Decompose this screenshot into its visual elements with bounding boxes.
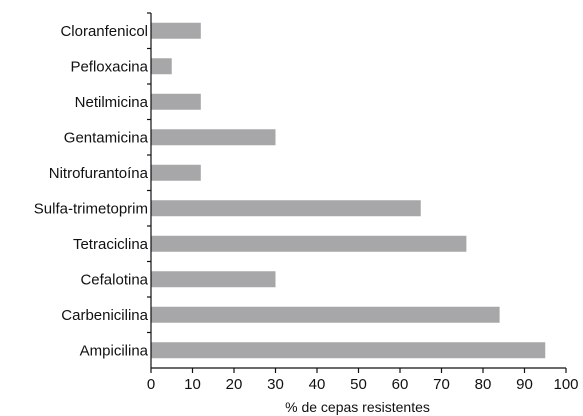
x-tick-label: 90 <box>516 376 533 393</box>
bar-cefalotina <box>151 271 276 288</box>
y-tick-marks <box>147 12 151 334</box>
x-tick-label: 80 <box>475 376 492 393</box>
category-label-cefalotina: Cefalotina <box>80 271 148 288</box>
category-label-sulfa-trimetoprim: Sulfa-trimetoprim <box>34 200 148 217</box>
category-label-gentamicina: Gentamicina <box>64 129 149 146</box>
bar-netilmicina <box>151 93 201 110</box>
x-tick-label: 70 <box>433 376 450 393</box>
category-label-ampicilina: Ampicilina <box>80 342 149 359</box>
x-axis-title: % de cepas resistentes <box>285 399 430 415</box>
bar-sulfa-trimetoprim <box>151 200 421 217</box>
bar-ampicilina <box>151 342 546 359</box>
x-tick-label: 60 <box>392 376 409 393</box>
x-tick-label: 50 <box>350 376 367 393</box>
bar-carbenicilina <box>151 306 500 323</box>
category-label-carbenicilina: Carbenicilina <box>61 307 148 324</box>
bar-tetraciclina <box>151 235 467 252</box>
bar-cloranfenicol <box>151 22 201 39</box>
x-tick-label: 20 <box>226 376 243 393</box>
category-labels: Cloranfenicol Pefloxacina Netilmicina Genta… <box>34 23 149 360</box>
x-tick-label: 10 <box>184 376 201 393</box>
category-label-pefloxacina: Pefloxacina <box>70 58 148 75</box>
category-label-cloranfenicol: Cloranfenicol <box>60 23 148 40</box>
bars-group <box>151 22 546 359</box>
bar-nitrofurantoina <box>151 164 201 181</box>
x-ticks: 0 10 20 30 40 50 60 70 80 90 100 <box>147 368 579 393</box>
x-tick-label: 100 <box>553 376 578 393</box>
x-tick-label: 30 <box>267 376 284 393</box>
bar-gentamicina <box>151 129 276 146</box>
x-tick-label: 0 <box>147 376 155 393</box>
category-label-tetraciclina: Tetraciclina <box>73 236 149 253</box>
x-tick-label: 40 <box>309 376 326 393</box>
category-label-nitrofurantoina: Nitrofurantoína <box>49 165 149 182</box>
category-label-netilmicina: Netilmicina <box>75 94 149 111</box>
bar-pefloxacina <box>151 58 172 75</box>
